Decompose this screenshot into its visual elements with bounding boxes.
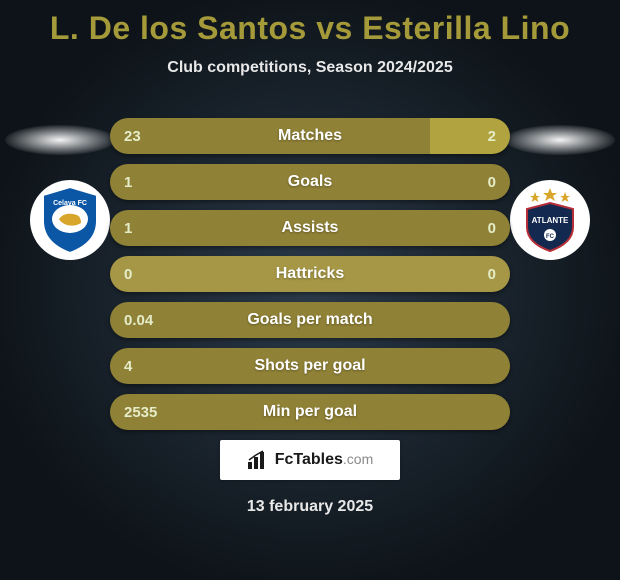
stat-value-left: 23 (124, 118, 141, 154)
stat-label: Goals (110, 164, 510, 200)
stat-value-right: 0 (488, 164, 496, 200)
stat-value-right: 2 (488, 118, 496, 154)
svg-text:FC: FC (546, 234, 555, 240)
stat-value-left: 1 (124, 164, 132, 200)
stat-label: Min per goal (110, 394, 510, 430)
stat-label: Goals per match (110, 302, 510, 338)
stat-value-right: 0 (488, 210, 496, 246)
atlante-shield-icon: ATLANTE FC (515, 185, 585, 255)
star-icon (530, 188, 570, 202)
atlante-badge-text: ATLANTE (532, 216, 569, 225)
celaya-badge-text: Celaya FC (53, 200, 87, 207)
stat-value-left: 1 (124, 210, 132, 246)
stat-value-left: 2535 (124, 394, 157, 430)
bar-chart-icon (247, 450, 269, 470)
stat-row-matches: Matches23 2 (110, 118, 510, 154)
celaya-shield-icon: Celaya FC (39, 185, 101, 255)
page-title: L. De los Santos vs Esterilla Lino (0, 0, 620, 47)
stat-row-goals-per-match: Goals per match0.04 (110, 302, 510, 338)
stat-label: Shots per goal (110, 348, 510, 384)
stat-label: Matches (110, 118, 510, 154)
stat-row-min-per-goal: Min per goal2535 (110, 394, 510, 430)
stat-row-assists: Assists1 0 (110, 210, 510, 246)
stat-bars-container: Matches232Goals10Assists10Hattricks00Goa… (110, 118, 510, 440)
club-badge-right: ATLANTE FC (510, 180, 590, 260)
stat-value-left: 0.04 (124, 302, 153, 338)
badge-shadow-left (5, 125, 115, 155)
stat-value-right: 0 (488, 256, 496, 292)
stat-value-left: 4 (124, 348, 132, 384)
stat-value-left: 0 (124, 256, 132, 292)
badge-shadow-right (505, 125, 615, 155)
stat-row-shots-per-goal: Shots per goal4 (110, 348, 510, 384)
stat-label: Assists (110, 210, 510, 246)
stat-row-hattricks: Hattricks0 0 (110, 256, 510, 292)
stat-label: Hattricks (110, 256, 510, 292)
footer-brand-text: FcTables.com (275, 451, 374, 469)
footer-brand[interactable]: FcTables.com (220, 440, 400, 480)
club-badge-left: Celaya FC (30, 180, 110, 260)
footer-date: 13 february 2025 (0, 498, 620, 516)
stat-row-goals: Goals1 0 (110, 164, 510, 200)
page-subtitle: Club competitions, Season 2024/2025 (0, 59, 620, 77)
